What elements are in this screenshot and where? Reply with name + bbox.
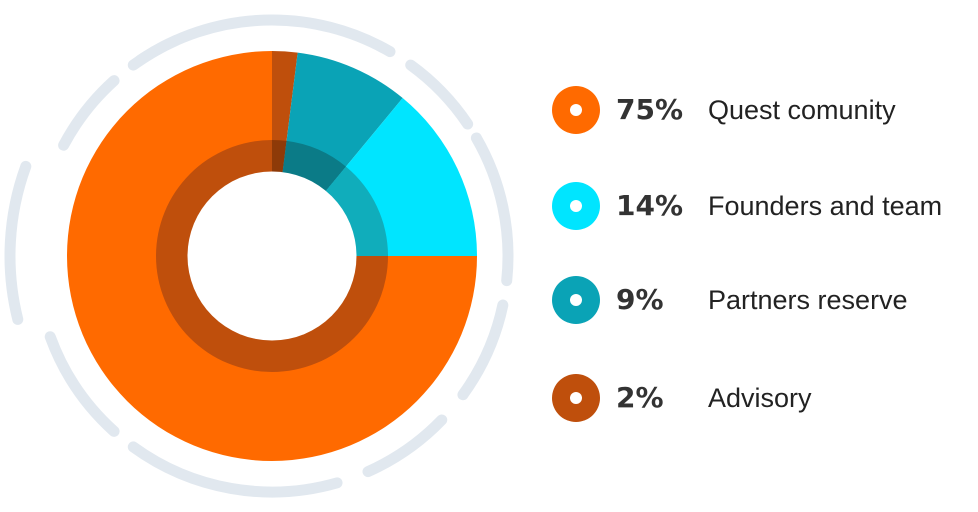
decorative-arc: [44, 331, 120, 437]
decorative-arc: [457, 299, 509, 401]
ring-segment: [272, 140, 287, 173]
legend-marker-icon: [552, 86, 600, 134]
decorative-arcs: [4, 14, 514, 498]
legend-percent: 75%: [616, 93, 684, 126]
legend-item: 14% Founders and team: [552, 182, 972, 230]
legend-item: 2% Advisory: [552, 374, 972, 422]
legend-label: Advisory: [708, 383, 812, 413]
donut-inner-ring: [156, 140, 388, 372]
legend-label: Partners reserve: [708, 285, 908, 315]
decorative-arc: [4, 160, 32, 325]
donut-hole: [187, 171, 357, 341]
legend-percent: 2%: [616, 381, 664, 414]
decorative-arc: [405, 59, 474, 130]
legend-item: 9% Partners reserve: [552, 276, 972, 324]
legend-item: 75% Quest comunity: [552, 86, 972, 134]
legend-marker-icon: [552, 276, 600, 324]
decorative-arc: [127, 441, 343, 498]
ring-segment: [325, 166, 388, 256]
ring-segment: [282, 140, 346, 192]
legend-label: Founders and team: [708, 191, 943, 221]
legend-marker-icon: [552, 182, 600, 230]
decorative-arc: [148, 34, 182, 58]
legend-marker-icon: [552, 374, 600, 422]
legend-percent: 9%: [616, 283, 664, 316]
legend-label: Quest comunity: [708, 95, 896, 125]
legend-percent: 14%: [616, 189, 684, 222]
decorative-arc: [470, 132, 514, 287]
decorative-arc: [362, 414, 448, 478]
decorative-arc: [58, 75, 120, 151]
